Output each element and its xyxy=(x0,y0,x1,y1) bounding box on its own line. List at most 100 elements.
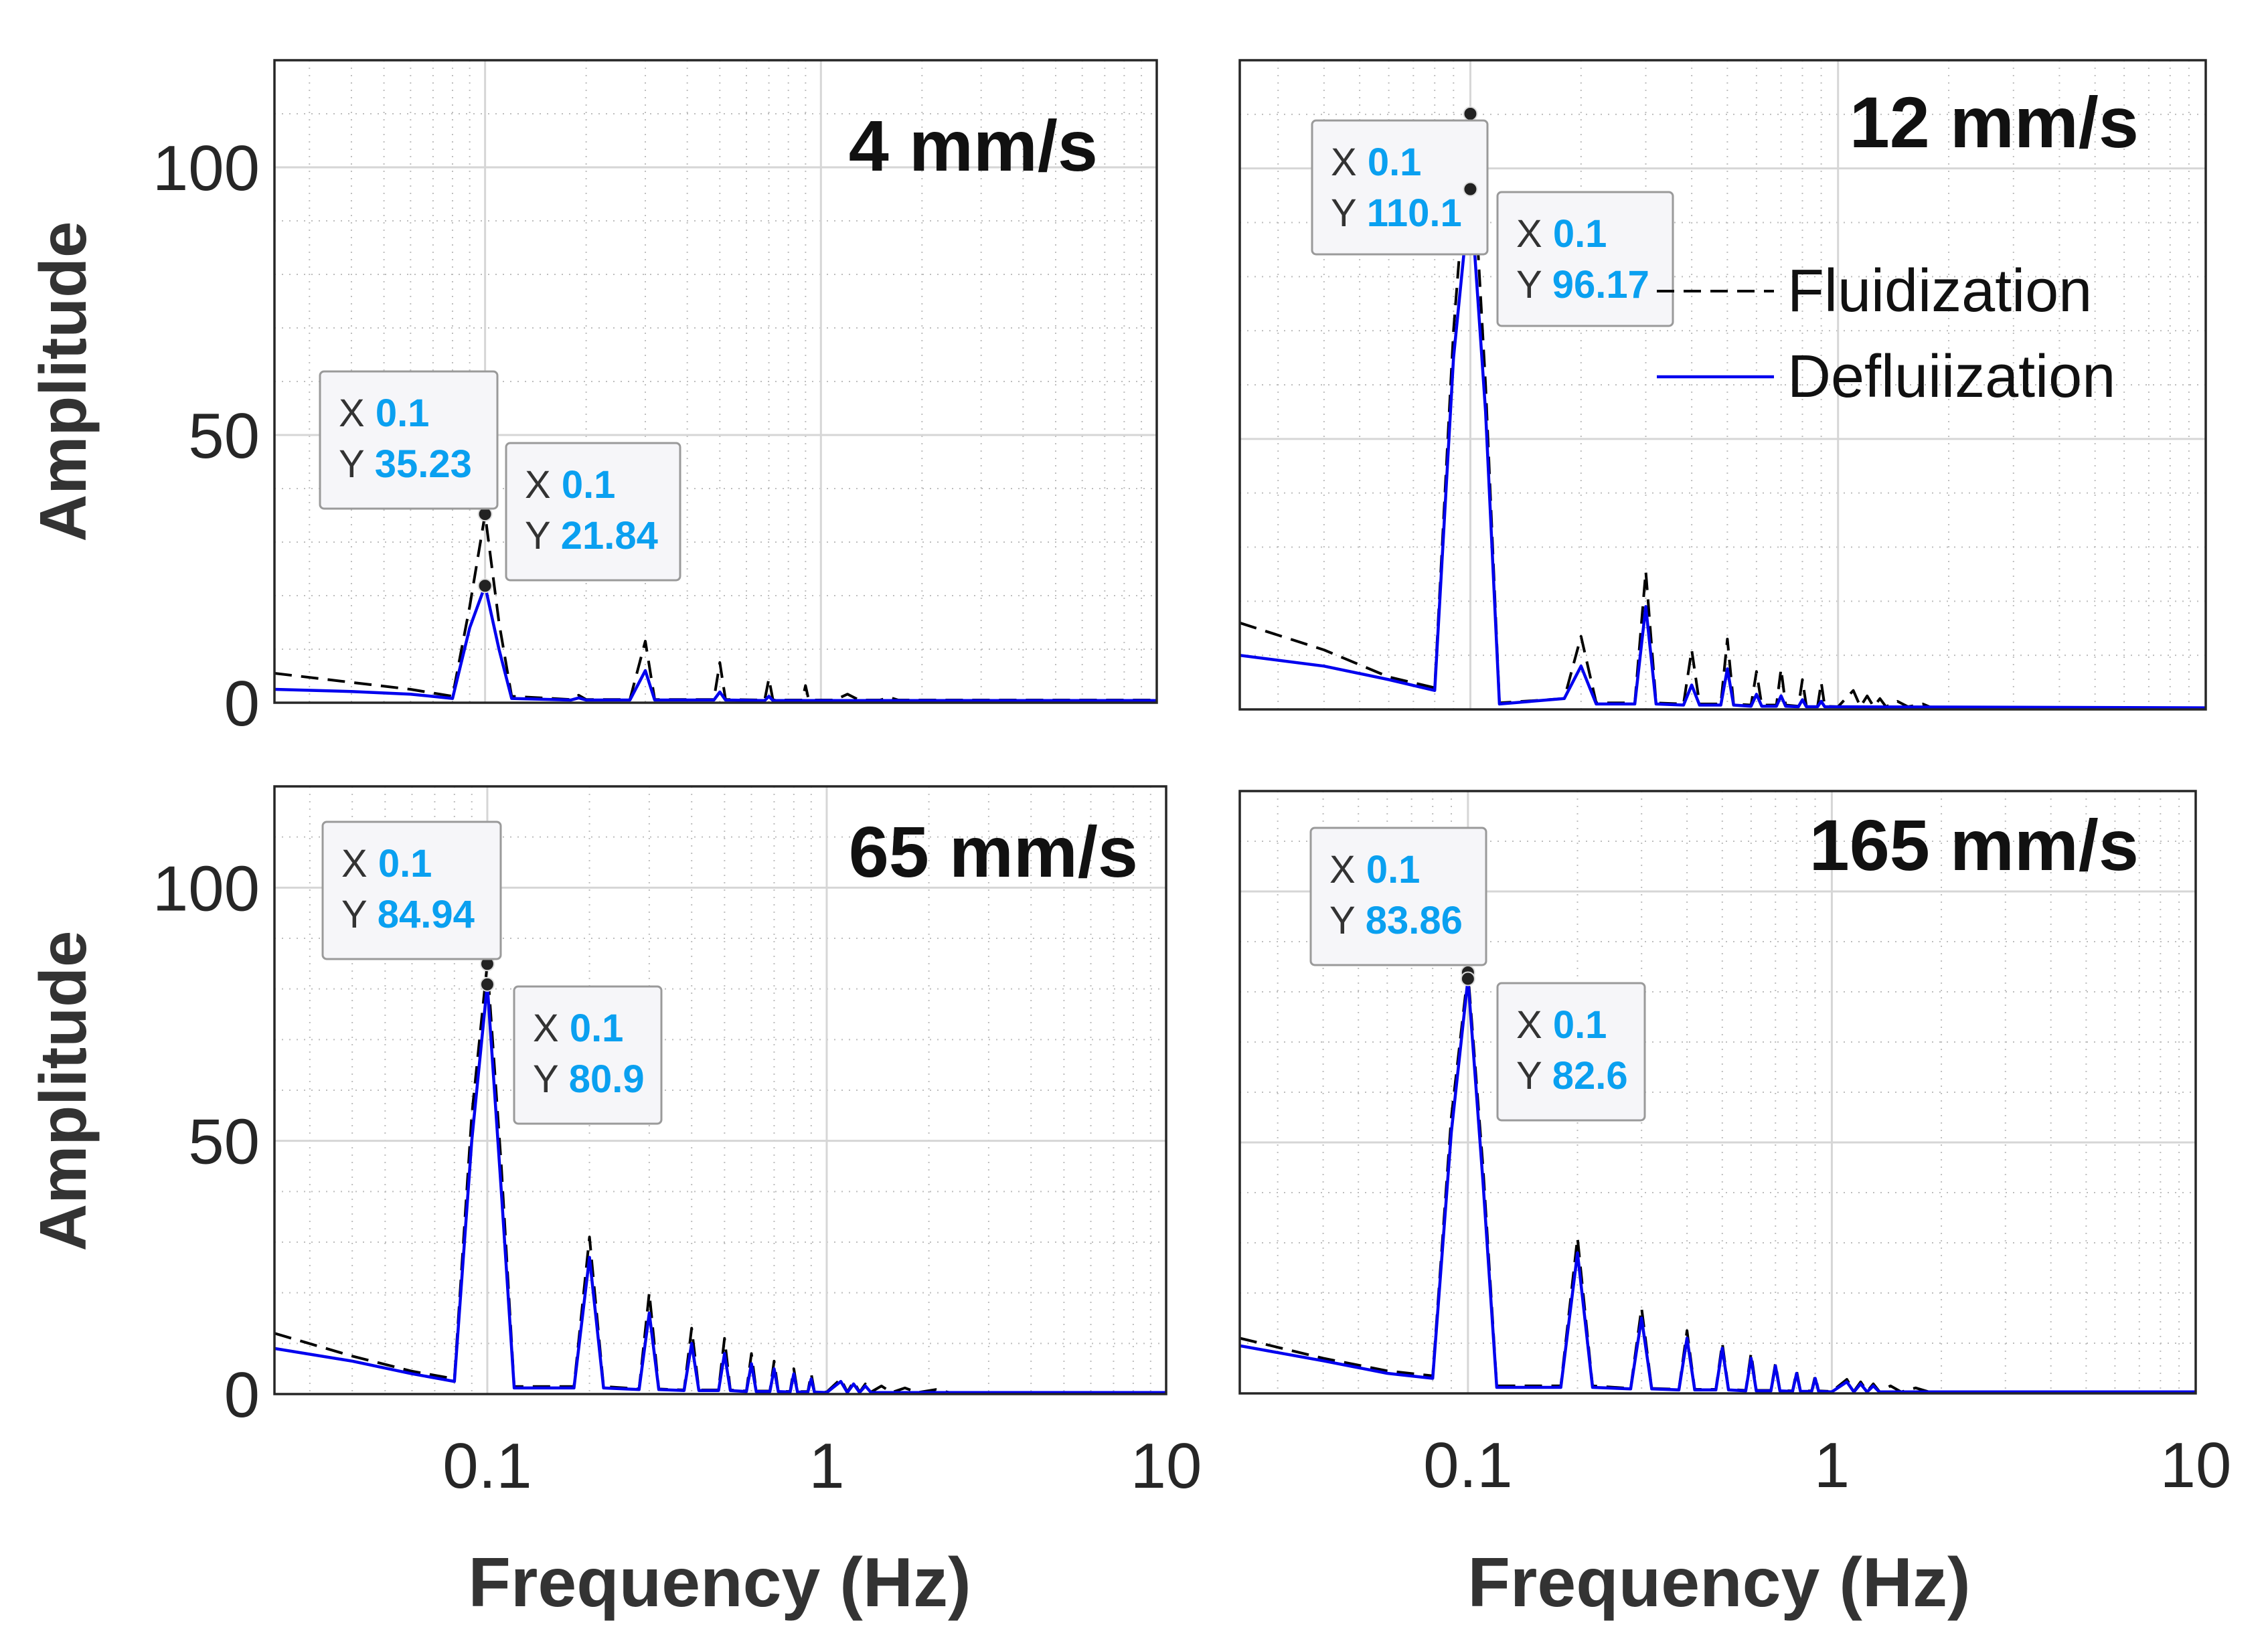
axes-box xyxy=(1238,59,2207,711)
x-tick-label: 1 xyxy=(809,1430,844,1502)
datatip-marker[interactable] xyxy=(1463,106,1478,122)
y-axis-label-top: Amplitude xyxy=(26,221,100,541)
defluidization-line xyxy=(274,982,1166,1394)
datatip[interactable]: X 0.1Y 21.84 xyxy=(505,442,681,582)
legend: Fluidization Defluiization xyxy=(1657,258,2115,410)
defluidization-line xyxy=(274,584,1157,703)
datatip-y-row: Y 82.6 xyxy=(1516,1054,1628,1098)
datatip-y-label: Y xyxy=(1329,899,1366,942)
datatip-x-value: 0.1 xyxy=(376,392,430,435)
y-axis-label-bottom: Amplitude xyxy=(26,930,100,1251)
datatip-x-value: 0.1 xyxy=(1553,212,1607,256)
panel-speed-label: 12 mm/s xyxy=(1850,82,2139,163)
datatip[interactable]: X 0.1Y 35.23 xyxy=(319,370,499,510)
x-tick-label: 1 xyxy=(1814,1430,1850,1501)
datatip-box xyxy=(321,821,502,960)
datatip-x-value: 0.1 xyxy=(570,1007,624,1050)
datatip-x-row: X 0.1 xyxy=(1516,212,1607,256)
datatip-y-value: 21.84 xyxy=(561,514,658,557)
datatip-marker[interactable] xyxy=(1463,181,1478,197)
datatip-box xyxy=(1311,119,1489,256)
datatip-y-row: Y 80.9 xyxy=(533,1057,645,1101)
x-tick-label: 0.1 xyxy=(1423,1430,1512,1501)
datatip-box xyxy=(505,442,681,582)
datatip-x-row: X 0.1 xyxy=(1331,141,1421,184)
datatip-x-value: 0.1 xyxy=(1366,848,1421,891)
axes-box xyxy=(1238,790,2197,1395)
datatip-y-label: Y xyxy=(1331,191,1367,235)
datatip-box xyxy=(513,985,663,1125)
panel-2: 12 mm/sX 0.1Y 110.1 X 0.1Y 96.17 Fluidizat… xyxy=(1238,59,2207,711)
datatip-x-row: X 0.1 xyxy=(533,1007,623,1050)
datatip-x-row: X 0.1 xyxy=(1329,848,1420,891)
datatip[interactable]: X 0.1Y 80.9 xyxy=(513,985,663,1125)
datatip-box xyxy=(1309,827,1487,966)
fluidization-line xyxy=(274,513,1157,701)
x-tick-label: 0.1 xyxy=(442,1430,532,1502)
datatip-y-row: Y 110.1 xyxy=(1331,191,1462,235)
datatip-x-label: X xyxy=(1329,848,1366,891)
y-tick-label: 100 xyxy=(153,133,260,204)
datatip-x-row: X 0.1 xyxy=(525,463,615,507)
datatip-y-value: 80.9 xyxy=(569,1057,645,1101)
datatip-x-row: X 0.1 xyxy=(341,842,432,885)
x-axis-label-left: Frequency (Hz) xyxy=(468,1544,971,1622)
datatip-y-label: Y xyxy=(525,514,561,557)
datatip-y-row: Y 84.94 xyxy=(341,893,475,936)
datatip-marker[interactable] xyxy=(477,578,493,594)
datatip-x-value: 0.1 xyxy=(562,463,616,507)
datatip[interactable]: X 0.1Y 83.86 xyxy=(1309,827,1487,966)
datatip-box xyxy=(1496,191,1674,327)
datatip-y-row: Y 96.17 xyxy=(1516,263,1649,307)
datatip-x-row: X 0.1 xyxy=(1516,1003,1607,1047)
datatip-y-value: 35.23 xyxy=(375,442,472,486)
datatip-x-label: X xyxy=(1516,212,1553,256)
legend-label-defluidization: Defluiization xyxy=(1787,343,2115,410)
datatip-y-label: Y xyxy=(339,442,375,486)
datatip-y-label: Y xyxy=(1516,1054,1552,1098)
datatip-y-value: 84.94 xyxy=(378,893,475,936)
axes-box xyxy=(273,785,1167,1395)
defluidization-line xyxy=(1239,977,2196,1394)
minor-grid xyxy=(1240,791,2196,1393)
panel-speed-label: 4 mm/s xyxy=(849,105,1098,186)
x-tick-label: 10 xyxy=(2160,1430,2232,1501)
datatip-y-row: Y 83.86 xyxy=(1329,899,1463,942)
datatip-x-value: 0.1 xyxy=(1368,141,1422,184)
datatip-x-value: 0.1 xyxy=(378,842,432,885)
datatip-y-value: 83.86 xyxy=(1366,899,1463,942)
datatip-x-row: X 0.1 xyxy=(339,392,429,435)
datatip-box xyxy=(1496,982,1646,1122)
legend-label-fluidization: Fluidization xyxy=(1787,258,2092,325)
datatip[interactable]: X 0.1Y 96.17 xyxy=(1496,191,1674,327)
datatip-x-label: X xyxy=(1331,141,1368,184)
datatip-x-label: X xyxy=(1516,1003,1553,1047)
axes-box xyxy=(273,59,1158,704)
datatip-x-label: X xyxy=(341,842,378,885)
datatip[interactable]: X 0.1Y 110.1 xyxy=(1311,119,1489,256)
y-tick-label: 0 xyxy=(224,668,260,740)
datatip-x-value: 0.1 xyxy=(1553,1003,1607,1047)
datatip[interactable]: X 0.1 Y 84.94 xyxy=(321,821,502,960)
datatip-y-value: 110.1 xyxy=(1367,191,1462,235)
panel-speed-label: 65 mm/s xyxy=(849,811,1138,892)
datatip[interactable]: X 0.1Y 82.6 xyxy=(1496,982,1646,1122)
datatip-marker[interactable] xyxy=(479,976,495,992)
datatip-y-value: 96.17 xyxy=(1552,263,1649,307)
y-tick-label: 50 xyxy=(188,400,260,472)
datatip-x-label: X xyxy=(339,392,376,435)
defluidization-line xyxy=(1239,187,2206,709)
datatip-x-label: X xyxy=(533,1007,570,1050)
datatip-y-label: Y xyxy=(533,1057,569,1101)
datatip-x-label: X xyxy=(525,463,562,507)
datatip-y-row: Y 35.23 xyxy=(339,442,472,486)
datatip-y-value: 82.6 xyxy=(1552,1054,1628,1098)
datatip-y-label: Y xyxy=(1516,263,1552,307)
datatip-marker[interactable] xyxy=(1460,971,1475,986)
x-axis-label-right: Frequency (Hz) xyxy=(1467,1544,1970,1622)
minor-grid xyxy=(1240,60,2206,709)
datatip-box xyxy=(319,370,499,510)
